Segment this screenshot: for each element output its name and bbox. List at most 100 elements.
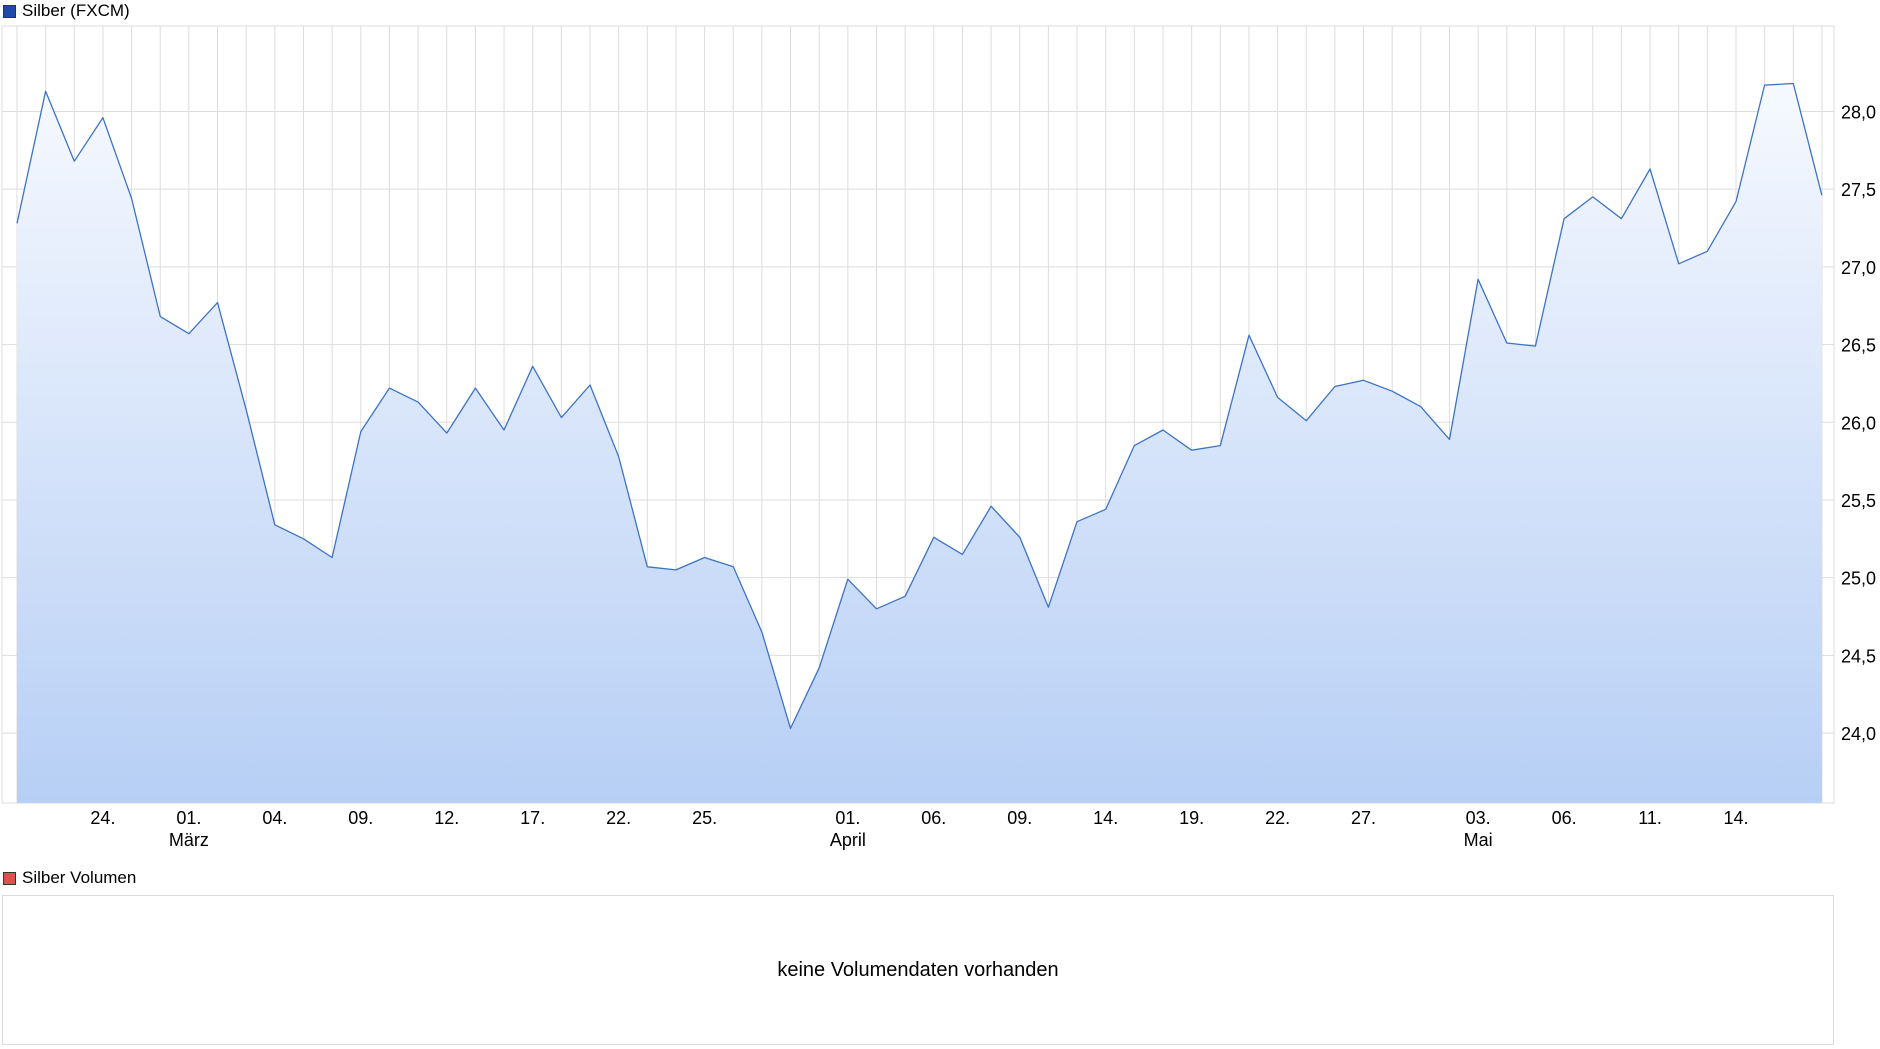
y-tick-label: 26,5: [1841, 336, 1876, 356]
x-tick-label: 14.: [1723, 808, 1748, 828]
data-point: [990, 505, 992, 507]
data-point: [1334, 385, 1336, 387]
price-area: [17, 83, 1822, 803]
data-point: [1735, 200, 1737, 202]
data-point: [1563, 217, 1565, 219]
x-tick-label: 22.: [1265, 808, 1290, 828]
data-point: [1506, 342, 1508, 344]
data-point: [1534, 345, 1536, 347]
data-point: [1391, 390, 1393, 392]
data-point: [1678, 263, 1680, 265]
x-tick-label: 24.: [90, 808, 115, 828]
x-tick-label: 11.: [1638, 808, 1662, 828]
volume-legend-label: Silber Volumen: [22, 868, 137, 887]
data-point: [818, 667, 820, 669]
data-point: [1763, 84, 1765, 86]
volume-panel: keine Volumendaten vorhanden: [2, 895, 1834, 1045]
x-tick-label: 17.: [520, 808, 545, 828]
price-chart: 24,0 24,5 25,0 25,5 26,0 26,5 27,0 27,5 28,0 24.…: [1, 25, 1876, 850]
y-tick-label: 28,0: [1841, 102, 1876, 122]
data-point: [73, 160, 75, 162]
data-point: [302, 538, 304, 540]
x-tick-label: 12.: [434, 808, 459, 828]
data-point: [360, 430, 362, 432]
y-axis-labels: 24,0 24,5 25,0 25,5 26,0 26,5 27,0 27,5 28,0: [1841, 102, 1876, 744]
y-tick-label: 24,5: [1841, 646, 1876, 666]
x-tick-label: 14.: [1093, 808, 1118, 828]
x-tick-label: 01.: [176, 808, 201, 828]
y-tick-label: 24,0: [1841, 724, 1876, 744]
data-point: [732, 566, 734, 568]
x-tick-label: 25.: [692, 808, 717, 828]
data-point: [188, 332, 190, 334]
x-tick-label: 06.: [921, 808, 946, 828]
x-tick-label: 22.: [606, 808, 631, 828]
data-point: [1190, 449, 1192, 451]
data-point: [961, 553, 963, 555]
data-point: [675, 569, 677, 571]
data-point: [130, 197, 132, 199]
data-point: [1105, 508, 1107, 510]
data-point: [933, 536, 935, 538]
data-point: [1592, 196, 1594, 198]
data-point: [1649, 168, 1651, 170]
data-point: [1362, 379, 1364, 381]
data-point: [503, 429, 505, 431]
data-point: [1248, 334, 1250, 336]
data-point: [245, 409, 247, 411]
data-point: [1420, 406, 1422, 408]
data-point: [560, 416, 562, 418]
y-tick-label: 27,0: [1841, 258, 1876, 278]
data-point: [875, 608, 877, 610]
volume-legend: Silber Volumen: [3, 868, 137, 887]
data-point: [16, 222, 18, 224]
volume-legend-swatch: [3, 871, 16, 885]
x-tick-label: 06.: [1552, 808, 1577, 828]
data-point: [1477, 278, 1479, 280]
data-point: [474, 387, 476, 389]
data-point: [1821, 194, 1823, 196]
data-point: [617, 455, 619, 457]
data-point: [1276, 396, 1278, 398]
x-month-label: März: [169, 830, 209, 850]
x-tick-label: 03.: [1466, 808, 1491, 828]
data-point: [1706, 250, 1708, 252]
y-tick-label: 26,0: [1841, 413, 1876, 433]
no-volume-message: keine Volumendaten vorhanden: [777, 958, 1059, 981]
data-point: [102, 116, 104, 118]
x-month-label: Mai: [1464, 830, 1493, 850]
data-point: [703, 556, 705, 558]
data-point: [331, 556, 333, 558]
data-point: [904, 595, 906, 597]
data-point: [1019, 536, 1021, 538]
data-point: [1133, 444, 1135, 446]
price-legend-label: Silber (FXCM): [22, 1, 130, 20]
price-legend: Silber (FXCM): [3, 1, 130, 20]
data-point: [789, 727, 791, 729]
x-tick-label: 27.: [1351, 808, 1376, 828]
price-legend-swatch: [3, 4, 16, 18]
x-tick-label: 09.: [1007, 808, 1032, 828]
data-point: [44, 90, 46, 92]
data-point: [1305, 420, 1307, 422]
y-tick-label: 25,5: [1841, 491, 1876, 511]
data-point: [1620, 217, 1622, 219]
x-month-label: April: [830, 830, 866, 850]
data-point: [847, 578, 849, 580]
data-point: [1076, 521, 1078, 523]
data-point: [216, 301, 218, 303]
x-tick-label: 04.: [262, 808, 287, 828]
y-tick-label: 25,0: [1841, 569, 1876, 589]
data-point: [1792, 82, 1794, 84]
data-point: [1047, 606, 1049, 608]
data-point: [1162, 429, 1164, 431]
data-point: [159, 315, 161, 317]
x-tick-label: 19.: [1179, 808, 1204, 828]
data-point: [1448, 438, 1450, 440]
data-point: [388, 387, 390, 389]
data-point: [1219, 444, 1221, 446]
x-tick-label: 09.: [348, 808, 373, 828]
y-tick-label: 27,5: [1841, 180, 1876, 200]
data-point: [446, 432, 448, 434]
price-line: [16, 82, 1823, 730]
